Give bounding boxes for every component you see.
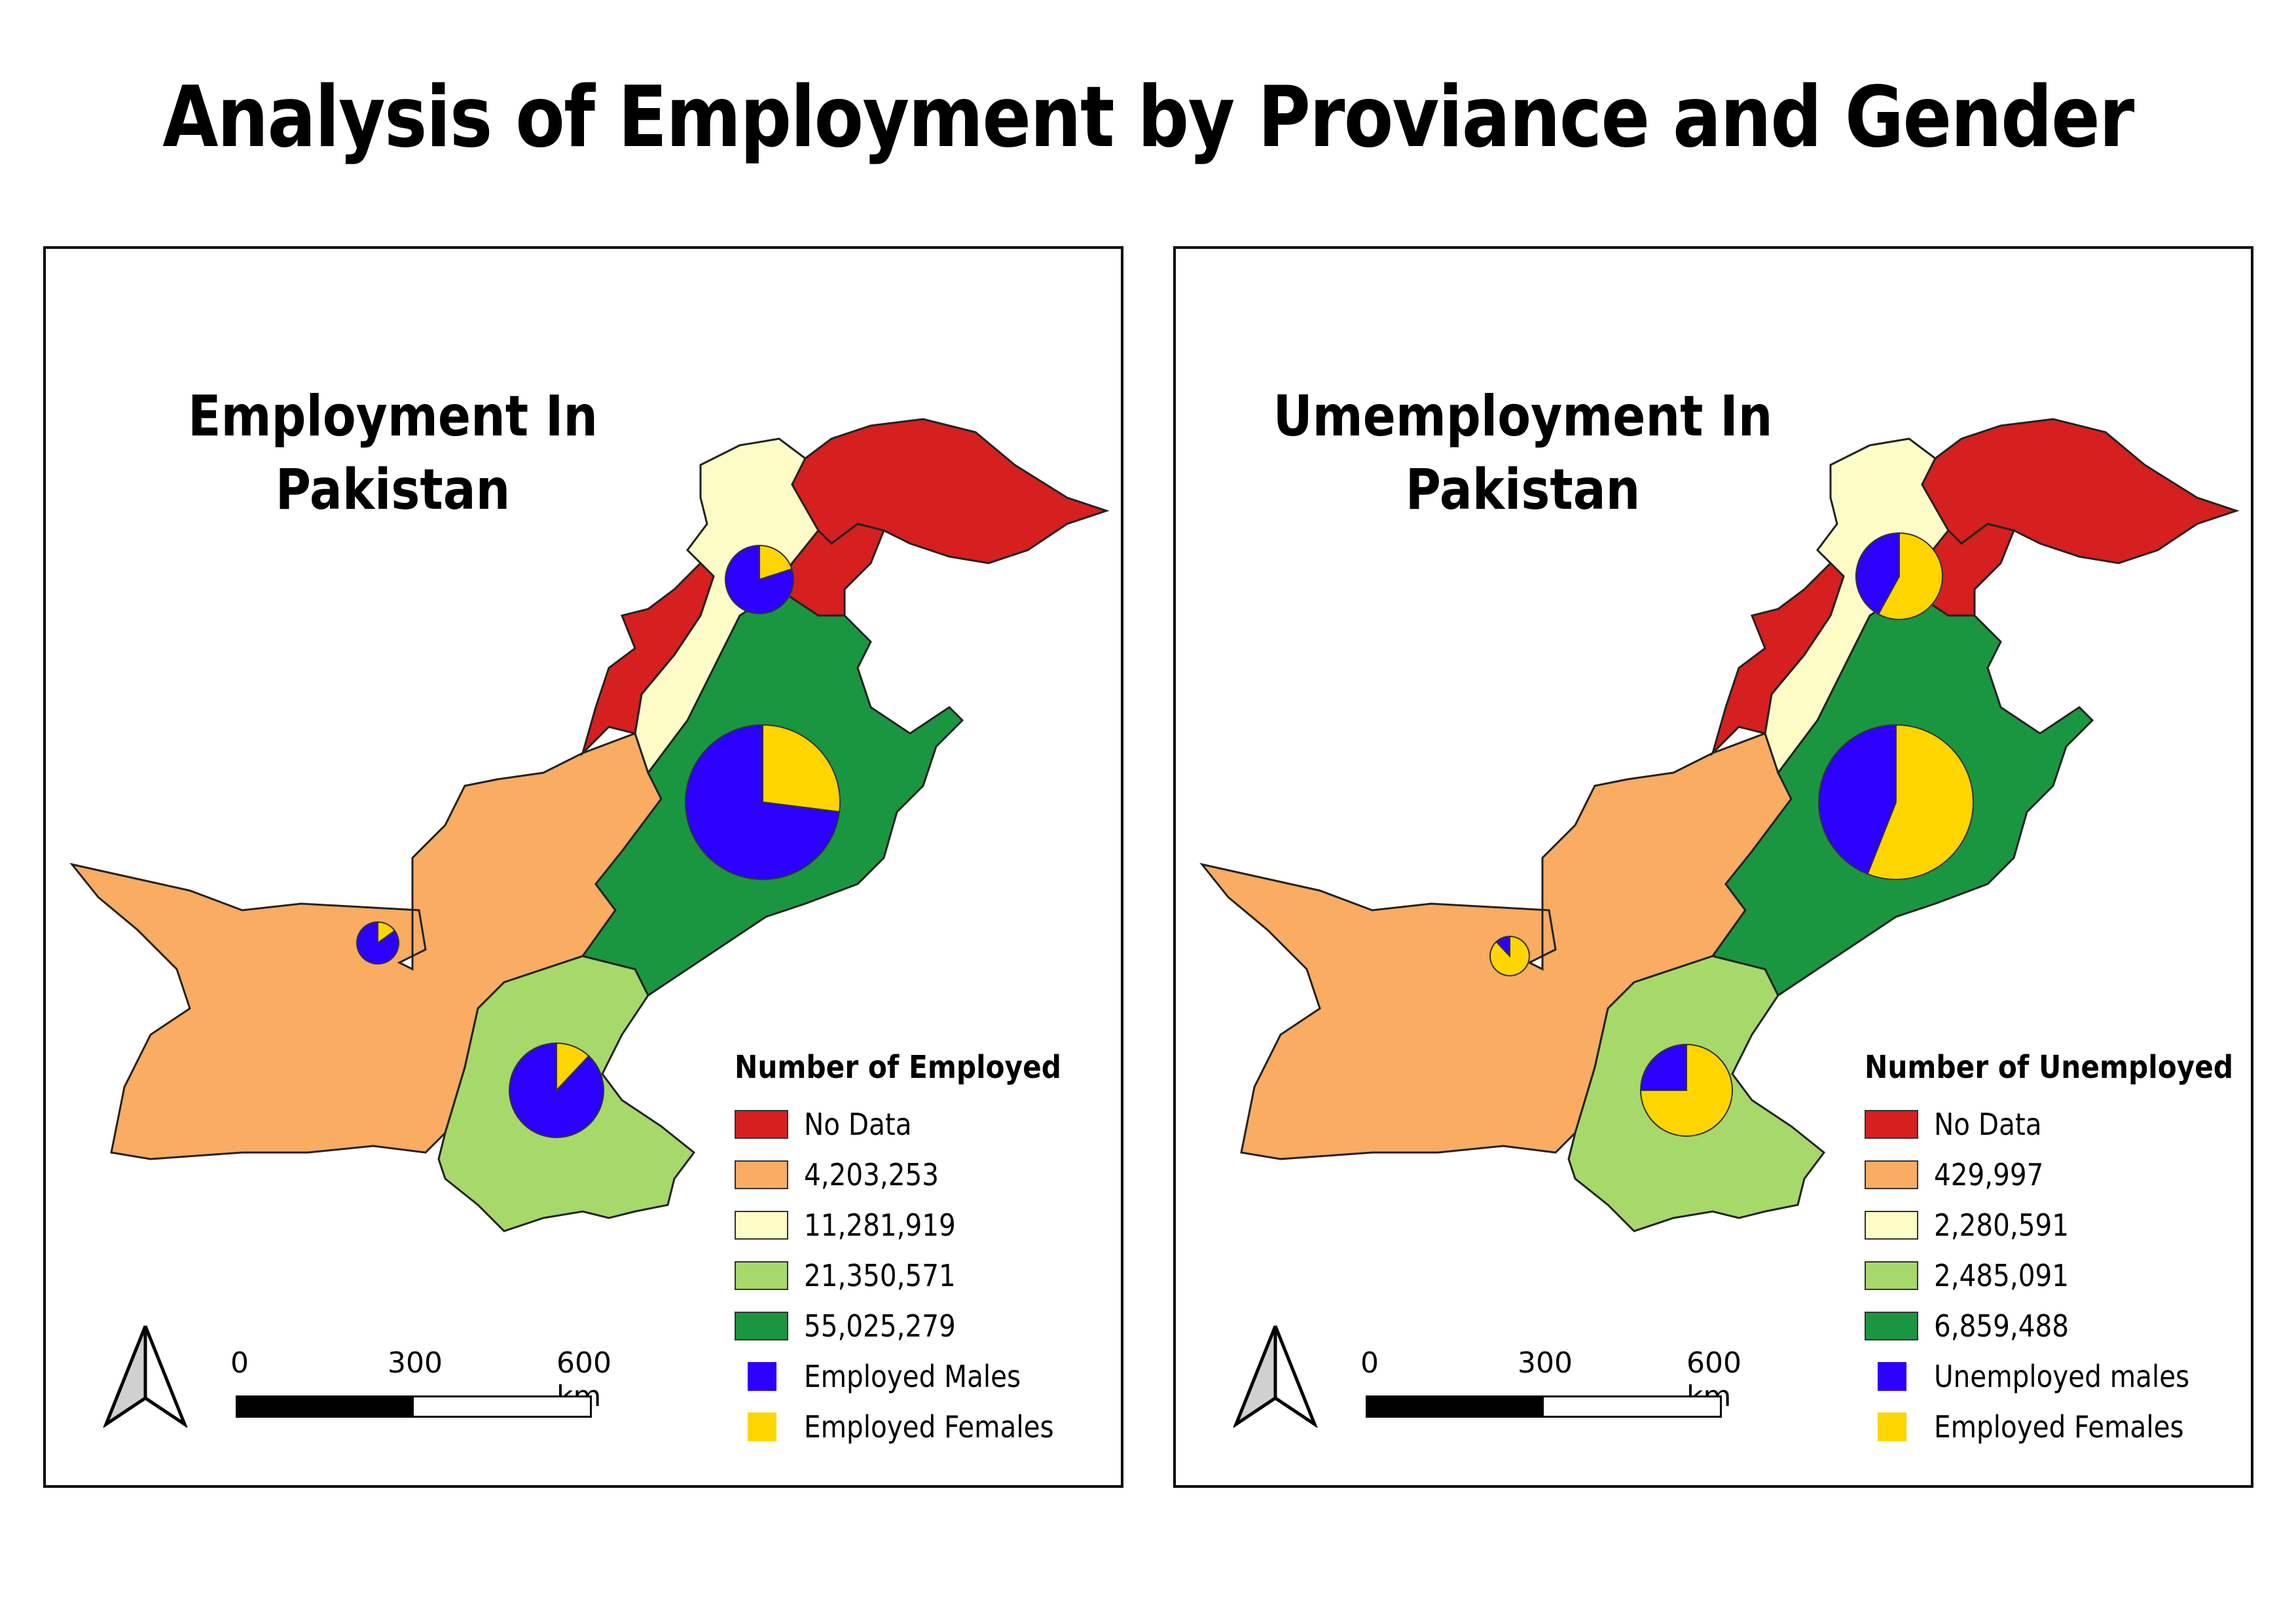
scale-label-0: 0 (230, 1346, 249, 1380)
unemployment-map (1199, 418, 2240, 1232)
pie-slice-males (685, 724, 841, 880)
pie-slice-females (1877, 532, 1943, 620)
legend-item-no-data: No Data (1865, 1099, 2231, 1149)
legend-item-class-2: 2,280,591 (1865, 1200, 2231, 1250)
scale-bar-graphic (1366, 1395, 1722, 1418)
legend-label: Employed Males (804, 1358, 1021, 1394)
panel-title: Employment In Pakistan (187, 384, 598, 523)
pie-slice-males (1495, 935, 1510, 958)
main-title: Analysis of Employment by Proviance and … (162, 69, 2134, 166)
panel-title: Umemployment In Pakistan (1273, 384, 1773, 523)
legend-item-males: Unemployed males (1865, 1351, 2231, 1401)
pie-slice-females (1867, 724, 1974, 880)
legend-label: 429,997 (1934, 1156, 2044, 1192)
legend-item-class-1: 429,997 (1865, 1149, 2231, 1200)
legend: Number of Employed No Data 4,203,253 11,… (735, 1049, 1101, 1452)
legend-swatch (1878, 1361, 1906, 1391)
pie-kpk (725, 544, 794, 614)
legend-label: 55,025,279 (804, 1308, 956, 1344)
pie-kpk (1855, 532, 1943, 620)
pie-punjab (685, 724, 841, 880)
pie-balochistan (1489, 935, 1530, 976)
legend-label: 4,203,253 (804, 1156, 939, 1192)
pie-charts (356, 544, 841, 1138)
pie-slice-males (1817, 724, 1897, 876)
pie-slice-males (1639, 1043, 1687, 1091)
legend: Number of Unemployed No Data 429,997 2,2… (1865, 1049, 2234, 1452)
legend-item-no-data: No Data (735, 1099, 1101, 1149)
legend-item-class-4: 6,859,488 (1865, 1301, 2231, 1351)
scale-label-0: 0 (1360, 1346, 1379, 1380)
legend-label: 2,485,091 (1934, 1257, 2069, 1293)
employment-map-panel: Employment In Pakistan Number of Employe… (43, 246, 1123, 1488)
pie-slice-males (509, 1042, 604, 1138)
scale-bar-graphic (236, 1395, 592, 1418)
legend-item-class-3: 2,485,091 (1865, 1250, 2231, 1301)
legend-label: No Data (804, 1106, 912, 1142)
legend-swatch (735, 1109, 788, 1139)
region-fata (580, 561, 715, 757)
legend-label: Employed Females (1934, 1409, 2184, 1445)
pie-slice-females (762, 724, 841, 813)
legend-swatch (748, 1361, 776, 1391)
legend-label: Unemployed males (1934, 1358, 2190, 1394)
pie-punjab (1817, 724, 1974, 880)
pie-slice-males (1855, 532, 1900, 616)
region-fata (1710, 561, 1845, 757)
north-arrow-icon (1233, 1325, 1318, 1428)
legend-item-class-1: 4,203,253 (735, 1149, 1101, 1200)
legend-label: No Data (1934, 1106, 2042, 1142)
legend-label: Employed Females (804, 1409, 1054, 1445)
legend-swatch (1865, 1210, 1918, 1240)
legend-item-class-2: 11,281,919 (735, 1200, 1101, 1250)
unemployment-map-panel: Umemployment In Pakistan Number of Unemp… (1173, 246, 2253, 1488)
pie-sindh (509, 1042, 604, 1138)
legend-swatch (1865, 1109, 1918, 1139)
legend-label: 21,350,571 (804, 1257, 956, 1293)
pie-balochistan (356, 921, 399, 965)
scale-label-300: 300 (1518, 1346, 1573, 1380)
legend-swatch (1865, 1160, 1918, 1189)
pie-slice-males (725, 544, 794, 614)
scale-bar: 0 300 600 km (230, 1346, 611, 1431)
legend-swatch (748, 1412, 776, 1441)
pie-slice-males (356, 921, 399, 965)
legend-item-class-4: 55,025,279 (735, 1301, 1101, 1351)
legend-swatch (1878, 1412, 1906, 1441)
legend-label: 2,280,591 (1934, 1207, 2069, 1243)
legend-swatch (1865, 1311, 1918, 1340)
legend-title: Number of Employed (735, 1049, 1061, 1086)
scale-label-300: 300 (388, 1346, 443, 1380)
legend-label: 11,281,919 (804, 1207, 956, 1243)
legend-item-females: Employed Females (1865, 1401, 2231, 1452)
pie-sindh (1639, 1043, 1733, 1137)
legend-swatch (1865, 1261, 1918, 1290)
pie-charts (1489, 532, 1974, 1137)
legend-item-females: Employed Females (735, 1401, 1101, 1452)
legend-swatch (735, 1160, 788, 1189)
legend-item-class-3: 21,350,571 (735, 1250, 1101, 1301)
legend-label: 6,859,488 (1934, 1308, 2069, 1344)
legend-swatch (735, 1261, 788, 1290)
legend-item-males: Employed Males (735, 1351, 1101, 1401)
scale-bar: 0 300 600 km (1360, 1346, 1741, 1431)
north-arrow-icon (103, 1325, 188, 1428)
legend-swatch (735, 1311, 788, 1340)
employment-map (69, 418, 1110, 1232)
legend-title: Number of Unemployed (1865, 1049, 2234, 1086)
legend-swatch (735, 1210, 788, 1240)
